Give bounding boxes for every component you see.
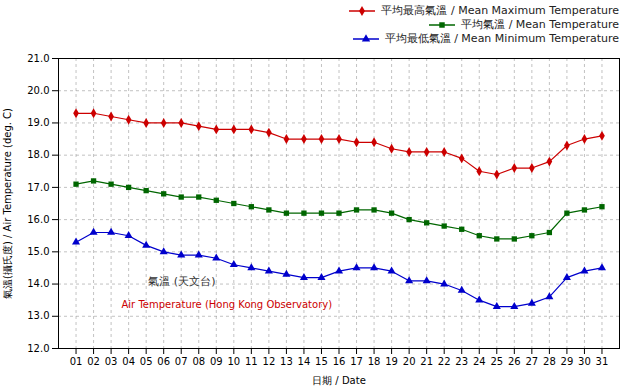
svg-text:16: 16 (333, 356, 346, 367)
svg-text:06: 06 (157, 356, 170, 367)
svg-text:19.0: 19.0 (27, 117, 49, 128)
svg-text:31: 31 (596, 356, 609, 367)
svg-text:18: 18 (368, 356, 381, 367)
svg-text:21: 21 (420, 356, 433, 367)
svg-text:17: 17 (350, 356, 363, 367)
svg-text:12.0: 12.0 (27, 343, 49, 354)
svg-text:01: 01 (70, 356, 83, 367)
svg-text:23: 23 (455, 356, 468, 367)
svg-text:15.0: 15.0 (27, 246, 49, 257)
svg-text:15: 15 (315, 356, 328, 367)
svg-text:21.0: 21.0 (27, 53, 49, 64)
svg-text:日期 / Date: 日期 / Date (312, 375, 366, 386)
svg-text:09: 09 (210, 356, 223, 367)
svg-text:08: 08 (192, 356, 205, 367)
svg-text:05: 05 (140, 356, 153, 367)
svg-text:氣溫(攝氏度) / Air Temperature (deg: 氣溫(攝氏度) / Air Temperature (deg. C) (2, 108, 13, 299)
svg-text:29: 29 (561, 356, 574, 367)
svg-text:02: 02 (87, 356, 100, 367)
svg-text:Air Temperature (Hong Kong Obs: Air Temperature (Hong Kong Observatory) (122, 299, 333, 310)
html-text:平均氣溫 / Mean Temperature: 平均氣溫 / Mean Temperature (461, 18, 619, 31)
svg-text:12: 12 (263, 356, 276, 367)
svg-text:22: 22 (438, 356, 451, 367)
svg-text:27: 27 (525, 356, 538, 367)
svg-text:26: 26 (508, 356, 521, 367)
svg-text:14.0: 14.0 (27, 278, 49, 289)
html-text:平均最低氣溫 / Mean Minimum Temperat: 平均最低氣溫 / Mean Minimum Temperature (384, 32, 619, 45)
svg-text:16.0: 16.0 (27, 214, 49, 225)
svg-text:13: 13 (280, 356, 293, 367)
svg-text:氣溫 (天文台): 氣溫 (天文台) (148, 275, 215, 288)
svg-text:18.0: 18.0 (27, 149, 49, 160)
svg-text:20: 20 (403, 356, 416, 367)
svg-text:04: 04 (122, 356, 135, 367)
html-text:平均最高氣溫 / Mean Maximum Temperat: 平均最高氣溫 / Mean Maximum Temperature (381, 4, 619, 17)
svg-text:24: 24 (473, 356, 486, 367)
svg-text:25: 25 (490, 356, 503, 367)
svg-text:10: 10 (227, 356, 240, 367)
svg-text:13.0: 13.0 (27, 310, 49, 321)
svg-text:11: 11 (245, 356, 258, 367)
svg-text:17.0: 17.0 (27, 182, 49, 193)
svg-text:03: 03 (105, 356, 118, 367)
svg-text:20.0: 20.0 (27, 85, 49, 96)
svg-text:19: 19 (385, 356, 398, 367)
svg-text:07: 07 (175, 356, 188, 367)
svg-text:28: 28 (543, 356, 556, 367)
svg-text:30: 30 (578, 356, 591, 367)
svg-text:14: 14 (298, 356, 311, 367)
